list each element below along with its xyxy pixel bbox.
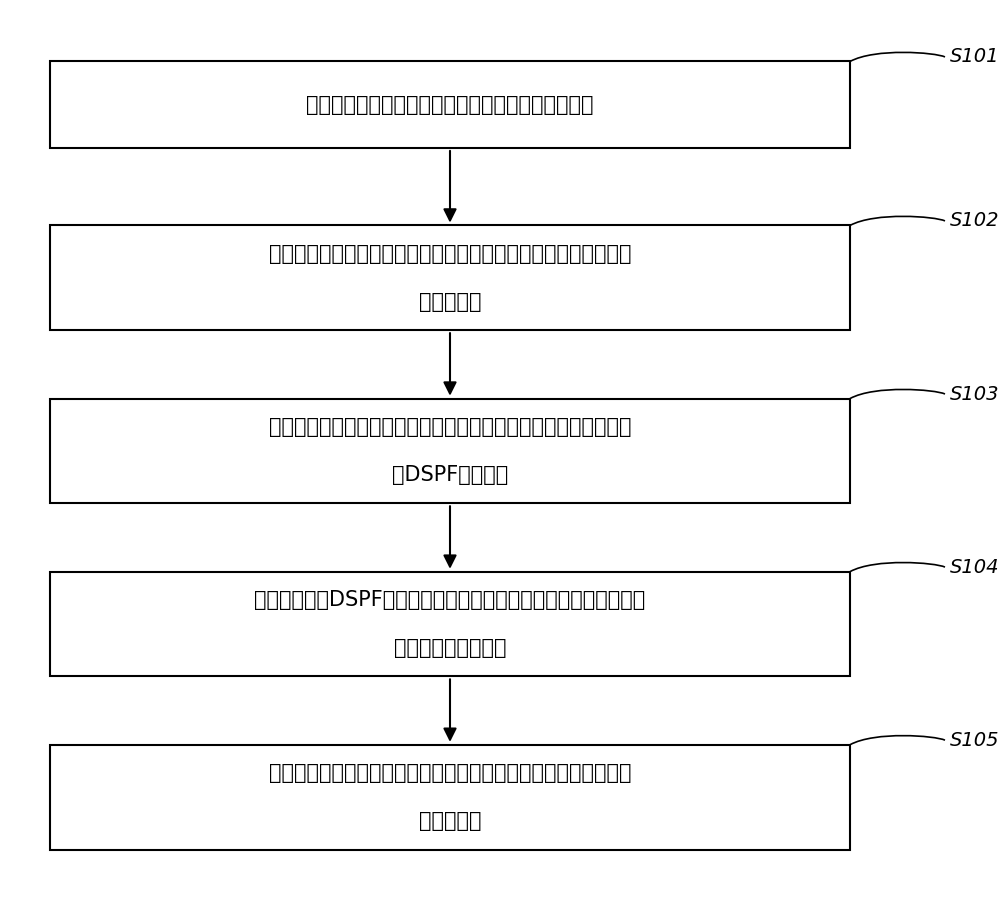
Bar (50, 399, 850, 503)
Text: S104: S104 (950, 558, 1000, 577)
Bar (50, 572, 850, 676)
Text: 获取待检测的目标集成电路的电路网表以及电路版图: 获取待检测的目标集成电路的电路网表以及电路版图 (306, 95, 594, 115)
Text: 定电路区域: 定电路区域 (419, 292, 481, 312)
Bar (50, 745, 850, 849)
Text: 的目标时延: 的目标时延 (419, 811, 481, 831)
Text: S105: S105 (950, 731, 1000, 750)
Text: 简DSPF网表文件: 简DSPF网表文件 (392, 465, 508, 485)
Text: S102: S102 (950, 211, 1000, 230)
Text: 获取选定的目标走线，并基于所述目标走线在所述电路版图获取指: 获取选定的目标走线，并基于所述目标走线在所述电路版图获取指 (269, 244, 631, 264)
Text: 根据所述第一时延计算所述目标走线在所述电路版图为任意长度时: 根据所述第一时延计算所述目标走线在所述电路版图为任意长度时 (269, 763, 631, 783)
Text: S101: S101 (950, 47, 1000, 67)
Bar (50, 226, 850, 331)
Text: 根据所述电路网表对所述指定电路区域进行寄生参数抽取，得到精: 根据所述电路网表对所述指定电路区域进行寄生参数抽取，得到精 (269, 417, 631, 437)
Bar (50, 62, 850, 148)
Text: 电路区域的第一时延: 电路区域的第一时延 (394, 638, 506, 658)
Text: 根据所述精简DSPF网表文件进行仿真得到所述目标走线在所述指定: 根据所述精简DSPF网表文件进行仿真得到所述目标走线在所述指定 (254, 590, 646, 610)
Text: S103: S103 (950, 384, 1000, 404)
